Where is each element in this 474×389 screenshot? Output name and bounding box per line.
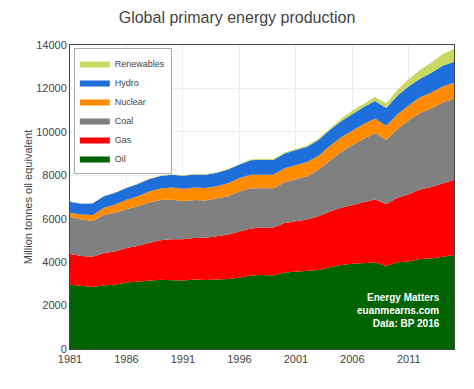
svg-text:1991: 1991 bbox=[171, 353, 195, 365]
svg-text:6000: 6000 bbox=[42, 213, 66, 225]
svg-text:2011: 2011 bbox=[397, 353, 421, 365]
svg-text:Renewables: Renewables bbox=[115, 59, 165, 69]
svg-text:2001: 2001 bbox=[284, 353, 308, 365]
svg-text:Million tonnes oil equivalent: Million tonnes oil equivalent bbox=[22, 130, 34, 265]
svg-text:8000: 8000 bbox=[42, 169, 66, 181]
svg-text:2000: 2000 bbox=[42, 299, 66, 311]
svg-text:0: 0 bbox=[61, 343, 67, 355]
svg-text:2006: 2006 bbox=[340, 353, 364, 365]
svg-text:4000: 4000 bbox=[42, 256, 66, 268]
svg-text:Oil: Oil bbox=[115, 154, 126, 164]
svg-text:Global primary energy producti: Global primary energy production bbox=[119, 9, 356, 26]
svg-text:12000: 12000 bbox=[36, 82, 67, 94]
svg-text:14000: 14000 bbox=[36, 39, 67, 51]
svg-text:1981: 1981 bbox=[58, 353, 82, 365]
svg-text:Gas: Gas bbox=[115, 135, 132, 145]
svg-text:Nuclear: Nuclear bbox=[115, 97, 146, 107]
svg-text:Coal: Coal bbox=[115, 116, 134, 126]
svg-text:1986: 1986 bbox=[114, 353, 138, 365]
svg-text:1996: 1996 bbox=[227, 353, 251, 365]
svg-text:10000: 10000 bbox=[36, 126, 67, 138]
svg-text:Hydro: Hydro bbox=[115, 78, 139, 88]
svg-text:Energy Matterseuanmearns.comDa: Energy Matterseuanmearns.comData: BP 201… bbox=[357, 292, 440, 329]
